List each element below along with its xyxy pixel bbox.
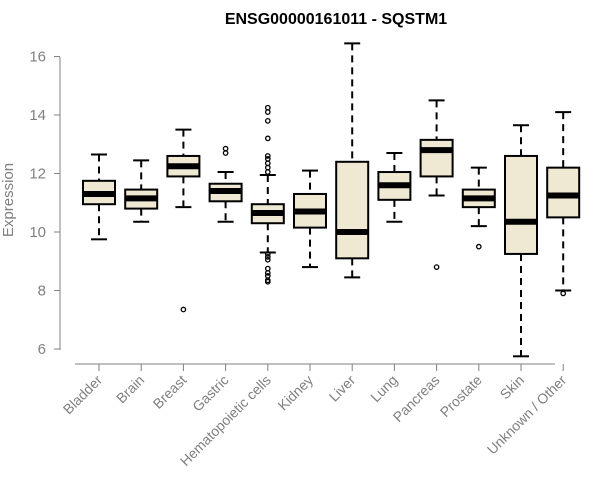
outlier-point: [264, 254, 271, 260]
y-tick-label: 6: [38, 341, 46, 358]
outlier-point: [264, 153, 271, 159]
box-kidney: [293, 169, 327, 269]
x-tick-label: Skin: [497, 372, 528, 403]
outlier-point: [475, 243, 482, 250]
x-tick-label: Prostate: [437, 372, 485, 420]
box-breast: [166, 128, 201, 313]
chart-title: ENSG00000161011 - SQSTM1: [225, 11, 447, 28]
y-tick-label: 12: [29, 166, 46, 183]
x-tick-label: Brain: [113, 372, 147, 406]
box-prostate: [461, 166, 496, 250]
box-pancreas: [419, 99, 454, 270]
outlier-point: [264, 270, 271, 276]
box-brain: [124, 159, 159, 223]
outlier-point: [264, 135, 271, 142]
outlier-point: [433, 264, 440, 270]
box-skin: [504, 124, 538, 358]
x-tick-label: Breast: [150, 372, 190, 412]
x-tick-label: Pancreas: [390, 372, 443, 425]
box-unknown-other: [546, 111, 581, 297]
outlier-point: [222, 145, 229, 152]
y-tick-label: 8: [38, 283, 46, 300]
outlier-point: [264, 169, 271, 175]
box-hematopoietic-cells: [250, 104, 285, 285]
box-iqr: [419, 138, 454, 178]
x-tick-label: Bladder: [60, 372, 106, 418]
outlier-point: [264, 118, 271, 124]
outlier-point: [264, 109, 271, 115]
x-tick-label: Unknown / Other: [484, 372, 570, 458]
y-tick-label: 10: [29, 224, 46, 241]
outlier-point: [264, 256, 271, 263]
box-iqr: [504, 154, 538, 255]
box-liver: [335, 42, 370, 279]
y-tick-label: 16: [29, 49, 46, 66]
box-gastric: [208, 145, 243, 223]
plot-area: [82, 42, 581, 358]
box-lung: [377, 152, 412, 223]
y-axis-label: Expression: [0, 163, 17, 237]
box-iqr: [335, 160, 370, 260]
outlier-point: [264, 251, 271, 257]
outlier-point: [560, 290, 567, 297]
box-bladder: [82, 153, 116, 241]
y-tick-label: 14: [29, 107, 46, 124]
outlier-point: [264, 278, 271, 285]
outlier-point: [180, 306, 187, 313]
y-axis: 6 8 10 12 14 16: [29, 49, 60, 358]
x-tick-label: Liver: [326, 372, 359, 405]
x-tick-label: Kidney: [275, 372, 317, 414]
x-tick-label: Lung: [367, 372, 400, 405]
